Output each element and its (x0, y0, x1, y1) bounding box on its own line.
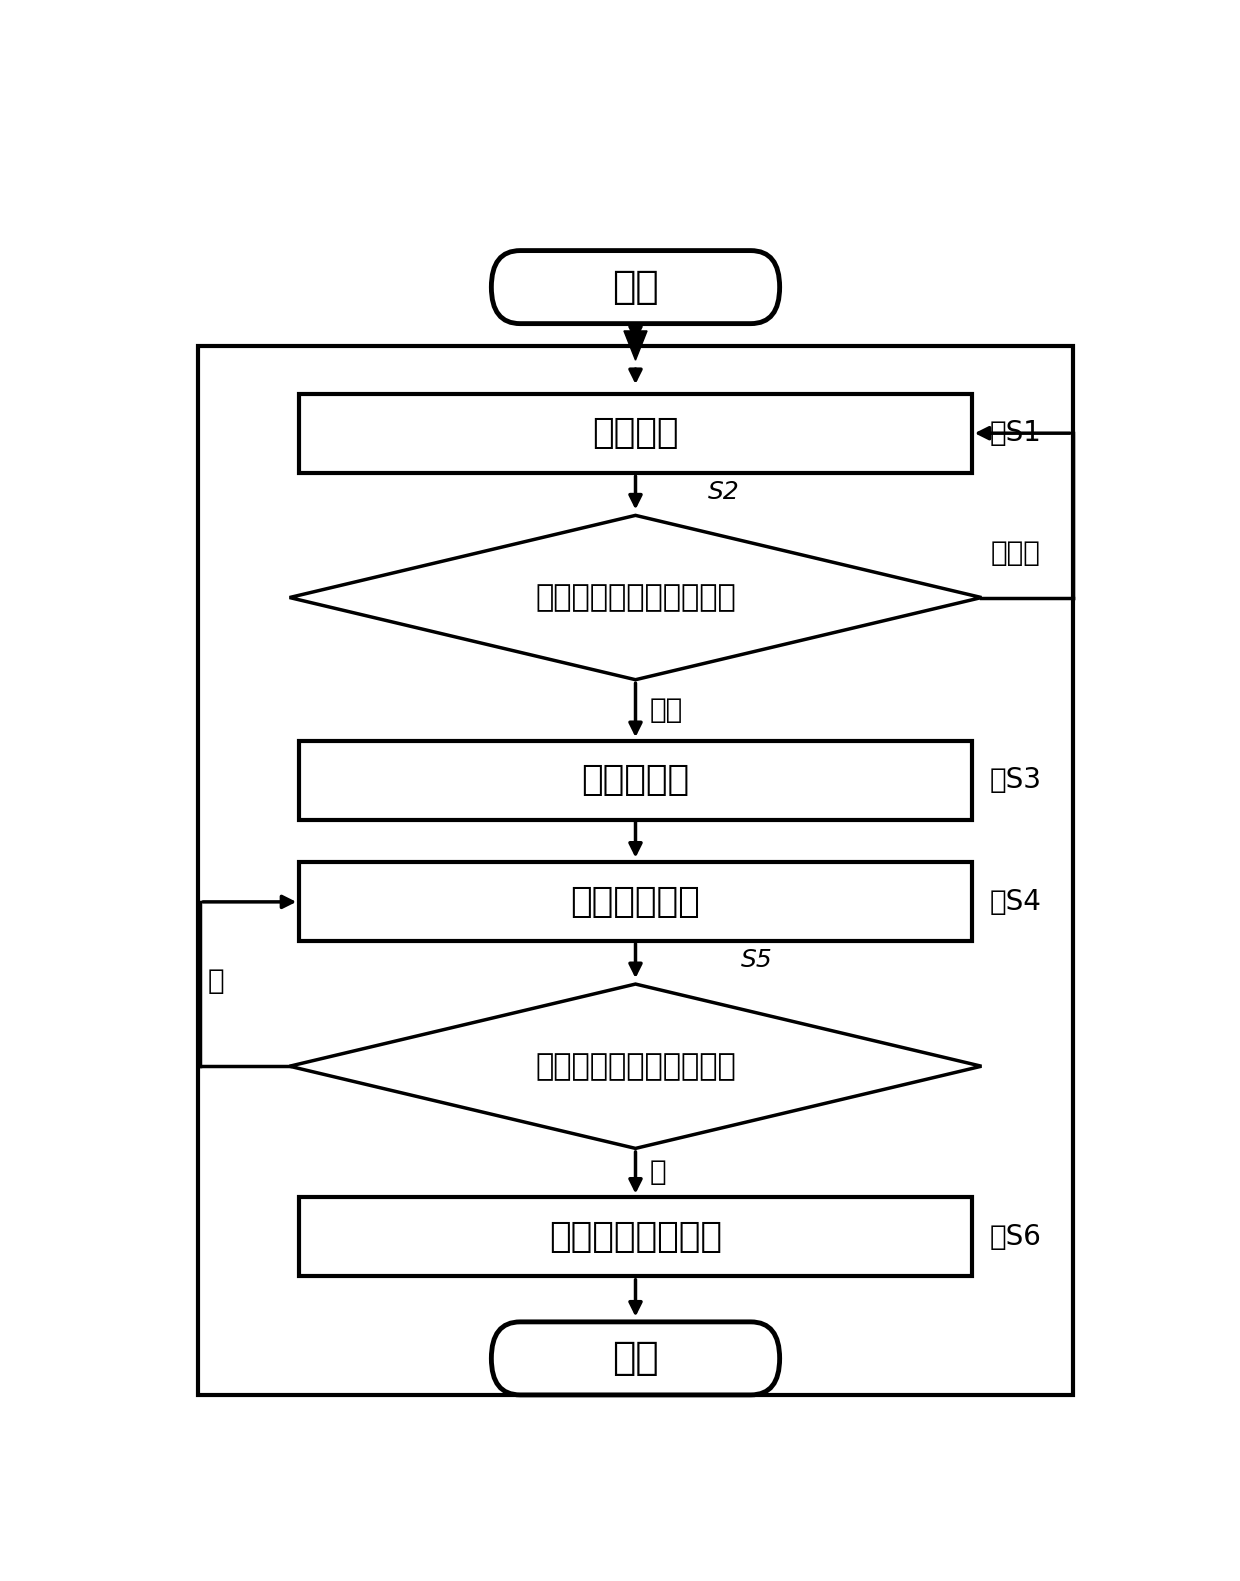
Text: 结束: 结束 (613, 1339, 658, 1377)
Bar (198, 346, 1073, 1394)
Text: 需要: 需要 (650, 696, 683, 724)
Text: 计测浓度: 计测浓度 (593, 416, 678, 451)
Polygon shape (624, 330, 647, 360)
Text: S2: S2 (708, 479, 739, 504)
Text: ～S1: ～S1 (990, 419, 1042, 447)
Bar (299, 862, 972, 941)
Text: 计算浓度管理费用: 计算浓度管理费用 (549, 1219, 722, 1254)
Text: 供给补充液: 供给补充液 (582, 764, 689, 797)
Text: 计测累计流量: 计测累计流量 (570, 885, 701, 919)
Text: S5: S5 (742, 949, 773, 972)
FancyBboxPatch shape (491, 1322, 780, 1394)
Text: 否: 否 (208, 968, 224, 994)
Text: 判断是否经过了规定时间: 判断是否经过了规定时间 (536, 1051, 735, 1081)
Text: 不需要: 不需要 (991, 539, 1040, 568)
Text: ～S6: ～S6 (990, 1222, 1042, 1251)
Text: ～S4: ～S4 (990, 889, 1042, 915)
Text: 是: 是 (650, 1159, 667, 1186)
Bar (299, 394, 972, 473)
Polygon shape (290, 983, 982, 1148)
Polygon shape (290, 515, 982, 680)
FancyBboxPatch shape (491, 251, 780, 324)
Bar (299, 1197, 972, 1276)
Text: ～S3: ～S3 (990, 767, 1042, 794)
Bar (299, 740, 972, 819)
Text: 开始: 开始 (613, 269, 658, 307)
Text: 判断是否需要补给补充液: 判断是否需要补给补充液 (536, 583, 735, 612)
